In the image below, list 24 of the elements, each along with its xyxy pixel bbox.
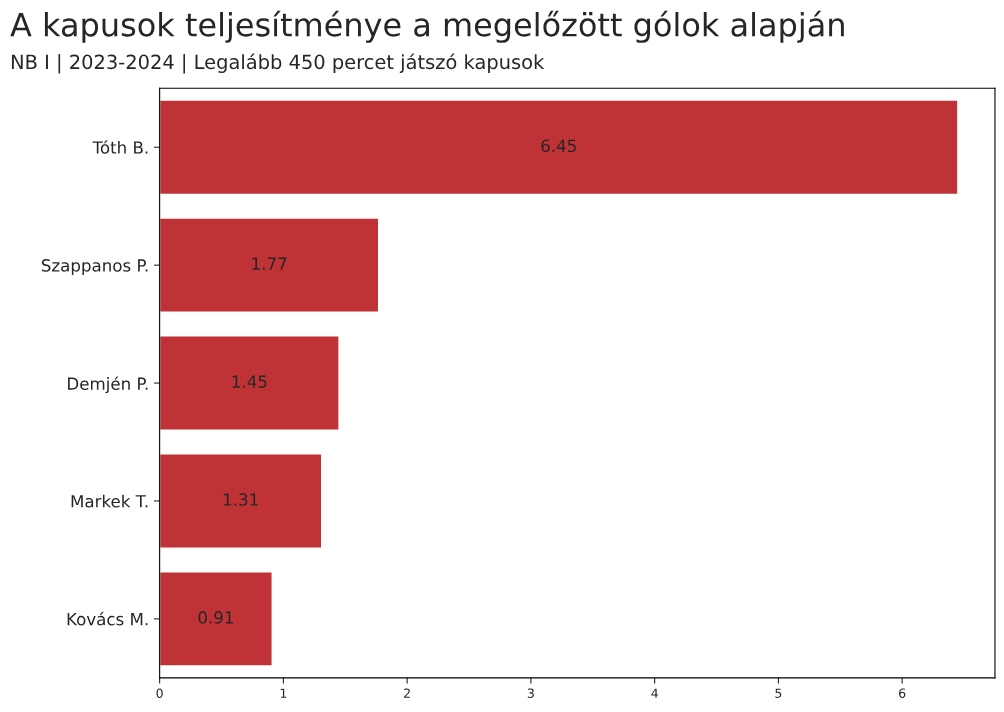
bar xyxy=(159,335,340,431)
x-tick-label: 6 xyxy=(899,688,906,698)
bar xyxy=(159,99,959,196)
data-label: 0.91 xyxy=(198,611,233,624)
bar xyxy=(159,453,323,549)
chart-subtitle: NB I | 2023-2024 | Legalább 450 percet játszó kapusok xyxy=(11,53,545,74)
data-label: 1.77 xyxy=(252,257,287,270)
x-tick-label: 3 xyxy=(527,688,534,698)
data-label: 6.45 xyxy=(541,139,576,153)
x-tick-label: 5 xyxy=(775,688,782,698)
y-tick-label: Demjén P. xyxy=(68,376,148,394)
bar xyxy=(159,571,273,667)
bar xyxy=(159,217,380,314)
y-tick-label: Markek T. xyxy=(71,494,148,508)
y-tick-label: Kovács M. xyxy=(67,611,148,626)
data-label: 1.31 xyxy=(223,493,258,506)
data-label: 1.45 xyxy=(232,375,267,388)
x-tick-label: 4 xyxy=(651,688,658,698)
y-tick-label: Tóth B. xyxy=(92,140,148,154)
chart-title: A kapusok teljesítménye a megelőzött gólok alapján xyxy=(10,10,844,43)
x-tick-label: 1 xyxy=(280,688,287,698)
x-tick-label: 0 xyxy=(156,688,163,698)
x-tick-label: 2 xyxy=(404,688,410,698)
y-tick-label: Szappanos P. xyxy=(41,259,148,275)
